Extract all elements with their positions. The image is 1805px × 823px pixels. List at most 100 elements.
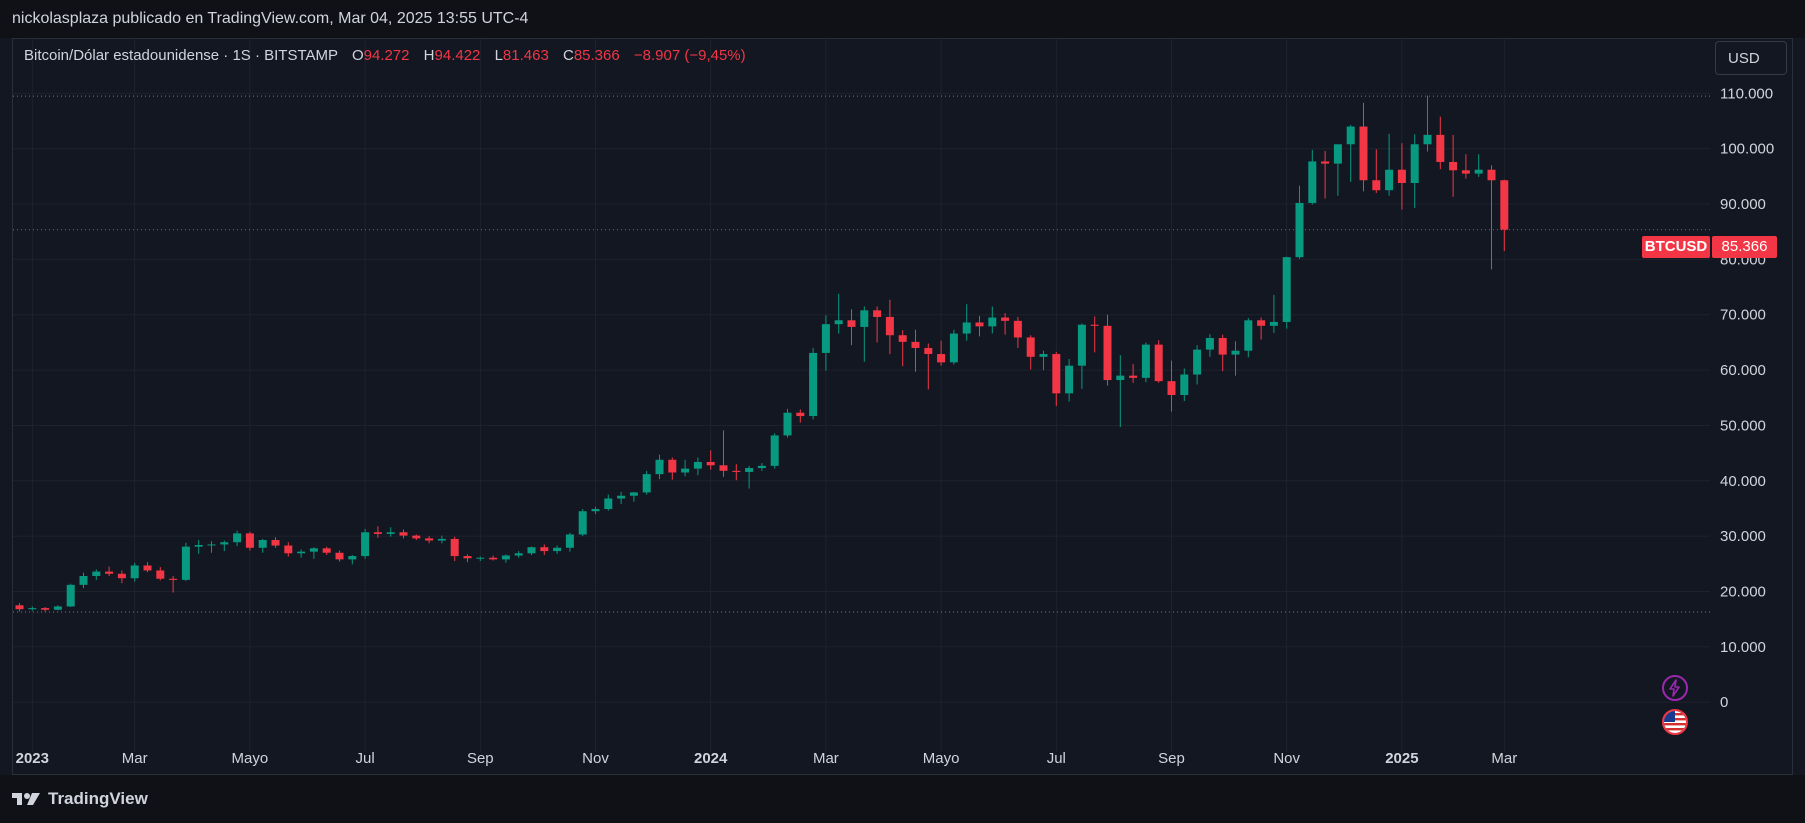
symbol-legend: Bitcoin/Dólar estadounidense · 1S · BITS… bbox=[24, 47, 746, 64]
low-value: 81.463 bbox=[502, 47, 549, 64]
low-label: L bbox=[494, 47, 503, 64]
x-tick-label: Mayo bbox=[232, 750, 269, 767]
x-tick-label: Mar bbox=[1491, 750, 1517, 767]
candle-body bbox=[1257, 320, 1266, 326]
y-tick-label: 90.000 bbox=[1720, 196, 1766, 213]
candle-body bbox=[105, 571, 114, 574]
y-tick-label: 30.000 bbox=[1720, 528, 1766, 545]
candle-body bbox=[1141, 344, 1150, 378]
candle-body bbox=[693, 461, 702, 469]
candle-body bbox=[898, 335, 907, 342]
candle-body bbox=[169, 578, 178, 580]
candle-body bbox=[757, 465, 766, 469]
close-value: 85.366 bbox=[573, 47, 620, 64]
symbol-name: Bitcoin/Dólar estadounidense · 1S · BITS… bbox=[24, 47, 338, 64]
y-tick-label: 0 bbox=[1720, 694, 1728, 711]
candle-body bbox=[668, 459, 677, 473]
candle-body bbox=[1180, 374, 1189, 395]
candle-body bbox=[975, 322, 984, 327]
candle-body bbox=[847, 320, 856, 327]
candle-body bbox=[1385, 169, 1394, 191]
candle-body bbox=[66, 584, 75, 607]
candle-body bbox=[732, 470, 741, 472]
candle-body bbox=[1295, 202, 1304, 258]
candle-body bbox=[1269, 321, 1278, 326]
candle-body bbox=[1218, 337, 1227, 355]
candle-body bbox=[1321, 161, 1330, 164]
price-axis: 110.000100.00090.00080.00070.00060.00050… bbox=[1720, 85, 1774, 711]
candle-body bbox=[437, 538, 446, 541]
x-tick-label: 2023 bbox=[16, 750, 49, 767]
candle-body bbox=[373, 532, 382, 534]
candle-body bbox=[1167, 381, 1176, 395]
candle-body bbox=[745, 468, 754, 472]
candle-body bbox=[885, 316, 894, 336]
change-value: −8.907 (−9,45%) bbox=[633, 47, 746, 64]
y-tick-label: 10.000 bbox=[1720, 639, 1766, 656]
chart-frame[interactable] bbox=[12, 38, 1793, 775]
candle-body bbox=[1449, 161, 1458, 171]
candle-body bbox=[117, 573, 126, 579]
y-tick-label: 70.000 bbox=[1720, 307, 1766, 324]
candle-body bbox=[1423, 134, 1432, 145]
x-tick-label: Sep bbox=[467, 750, 494, 767]
candle-body bbox=[245, 533, 254, 548]
y-tick-label: 50.000 bbox=[1720, 417, 1766, 434]
candle-body bbox=[361, 532, 370, 557]
x-tick-label: 2025 bbox=[1385, 750, 1418, 767]
candle-body bbox=[181, 546, 190, 580]
us-flag-icon[interactable] bbox=[1662, 709, 1688, 735]
candle-body bbox=[130, 565, 139, 579]
candle-body bbox=[809, 352, 818, 417]
candle-body bbox=[1065, 365, 1074, 394]
x-tick-label: Nov bbox=[582, 750, 609, 767]
candle-body bbox=[92, 571, 101, 576]
candle-body bbox=[565, 534, 574, 548]
y-tick-label: 40.000 bbox=[1720, 473, 1766, 490]
candle-body bbox=[1461, 170, 1470, 174]
reference-lines bbox=[13, 95, 1710, 613]
y-tick-label: 110.000 bbox=[1720, 85, 1773, 102]
candle-body bbox=[1333, 144, 1342, 164]
y-tick-label: 60.000 bbox=[1720, 362, 1766, 379]
candle-body bbox=[1039, 354, 1048, 357]
candle-body bbox=[1346, 126, 1355, 145]
brand-name: TradingView bbox=[48, 789, 148, 808]
x-tick-label: Mar bbox=[813, 750, 839, 767]
candle-body bbox=[476, 557, 485, 559]
candle-body bbox=[501, 555, 510, 560]
grid-lines bbox=[13, 38, 1710, 752]
candle-body bbox=[53, 606, 62, 610]
lightning-icon[interactable] bbox=[1662, 675, 1688, 701]
candle-body bbox=[1397, 169, 1406, 184]
candle-body bbox=[655, 459, 664, 475]
open-label: O bbox=[351, 47, 364, 64]
candle-body bbox=[1372, 180, 1381, 191]
candle-body bbox=[1205, 337, 1214, 350]
candle-body bbox=[1001, 317, 1010, 321]
candle-body bbox=[412, 535, 421, 539]
time-axis: 2023 Mar Mayo Jul Sep Nov 2024 Mar Mayo Jul Sep Nov… bbox=[16, 750, 1518, 767]
candle-body bbox=[988, 317, 997, 327]
high-label: H bbox=[423, 47, 435, 64]
x-tick-label: Jul bbox=[356, 750, 375, 767]
x-tick-label: 2024 bbox=[694, 750, 728, 767]
candle-body bbox=[617, 495, 626, 499]
candle-body bbox=[770, 435, 779, 466]
high-value: 94.422 bbox=[434, 47, 481, 64]
candle-body bbox=[1116, 375, 1125, 381]
x-tick-label: Sep bbox=[1158, 750, 1185, 767]
candle-body bbox=[258, 540, 267, 548]
candle-body bbox=[386, 532, 395, 534]
candle-body bbox=[271, 540, 280, 546]
close-label: C bbox=[562, 47, 574, 64]
candle-body bbox=[1244, 320, 1253, 351]
candle-body bbox=[41, 608, 50, 610]
candle-body bbox=[284, 545, 293, 554]
tradingview-logo[interactable]: TradingView bbox=[12, 789, 148, 809]
tradingview-mark-icon bbox=[12, 793, 40, 805]
candle-body bbox=[309, 548, 318, 552]
candle-body bbox=[1436, 134, 1445, 162]
currency-button[interactable]: USD bbox=[1715, 41, 1787, 75]
